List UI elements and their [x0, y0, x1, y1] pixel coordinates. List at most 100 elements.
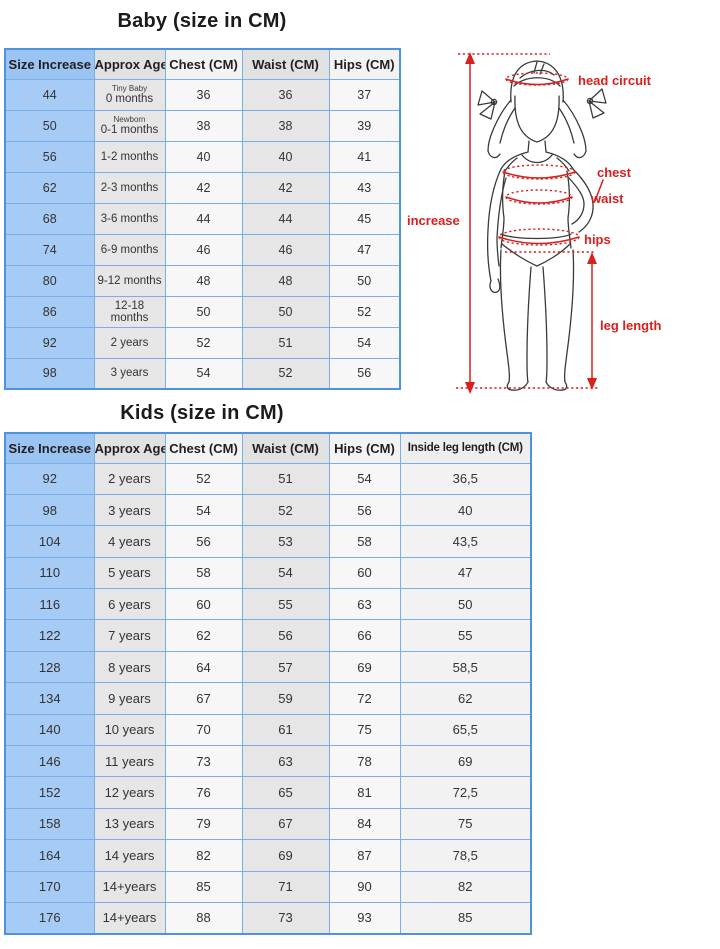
waist-cell: 56: [241, 619, 330, 652]
increase-label: increase: [407, 213, 460, 228]
inside-leg-length-cell: 50: [399, 588, 532, 621]
header-hips: Hips (CM): [328, 48, 401, 80]
approx-age-cell: 3-6 months: [93, 202, 166, 235]
approx-age-cell: 10 years: [93, 713, 166, 747]
size-increase-cell: 92: [4, 326, 95, 359]
size-increase-cell: 68: [4, 202, 95, 235]
approx-age-cell: 2 years: [93, 326, 166, 359]
header-chest: Chest (CM): [164, 432, 243, 464]
chest-measure-ellipse: [502, 164, 576, 180]
inside-leg-length-cell: 55: [399, 619, 532, 652]
table-row: 44 Tiny Baby 0 months 36 36 37: [4, 78, 401, 111]
chest-cell: 67: [164, 682, 243, 715]
age-sublabel: Tiny Baby: [111, 83, 148, 93]
hips-cell: 43: [328, 171, 401, 204]
hips-cell: 66: [328, 619, 401, 652]
hips-cell: 60: [328, 556, 401, 590]
size-increase-cell: 74: [4, 233, 95, 266]
chest-cell: 54: [164, 493, 243, 527]
hips-cell: 52: [328, 295, 401, 328]
child-figure-illustration: head circuit chest waist increase hips l…: [407, 52, 661, 394]
hips-cell: 69: [328, 650, 401, 684]
waist-cell: 67: [241, 807, 330, 841]
waist-measure-ellipse: [505, 189, 573, 205]
table-row: 176 14+years 88 73 93 85: [4, 901, 532, 935]
approx-age-cell: Newborn 0-1 months: [93, 109, 166, 142]
baby-table-header: Size Increase Approx Age Chest (CM) Waist (…: [4, 48, 401, 80]
size-increase-cell: 170: [4, 870, 95, 903]
table-row: 140 10 years 70 61 75 65,5: [4, 713, 532, 747]
chest-cell: 52: [164, 326, 243, 359]
waist-cell: 52: [241, 357, 330, 390]
size-increase-cell: 134: [4, 682, 95, 715]
table-row: 80 9-12 months 48 48 50: [4, 264, 401, 297]
chest-label: chest: [597, 165, 632, 180]
hips-cell: 84: [328, 807, 401, 841]
size-increase-cell: 128: [4, 650, 95, 684]
table-row: 74 6-9 months 46 46 47: [4, 233, 401, 266]
table-row: 104 4 years 56 53 58 43,5: [4, 525, 532, 558]
table-row: 158 13 years 79 67 84 75: [4, 807, 532, 841]
waist-cell: 71: [241, 870, 330, 903]
hips-cell: 56: [328, 357, 401, 390]
approx-age-cell: 9-12 months: [93, 264, 166, 297]
table-row: 56 1-2 months 40 40 41: [4, 140, 401, 173]
measurement-diagram: head circuit chest waist increase hips l…: [398, 38, 716, 403]
size-increase-cell: 62: [4, 171, 95, 204]
waist-cell: 57: [241, 650, 330, 684]
table-row: 134 9 years 67 59 72 62: [4, 682, 532, 715]
baby-table-body: 44 Tiny Baby 0 months 36 36 37 50 Newborn 0-1 mo…: [4, 78, 401, 390]
chest-cell: 40: [164, 140, 243, 173]
approx-age-cell: 13 years: [93, 807, 166, 841]
size-increase-cell: 56: [4, 140, 95, 173]
table-row: 92 2 years 52 51 54 36,5: [4, 462, 532, 495]
chest-cell: 36: [164, 78, 243, 111]
inside-leg-length-cell: 43,5: [399, 525, 532, 558]
approx-age-cell: 3 years: [93, 357, 166, 390]
inside-leg-length-cell: 85: [399, 901, 532, 935]
size-increase-cell: 80: [4, 264, 95, 297]
approx-age-cell: 2-3 months: [93, 171, 166, 204]
approx-age-cell: 14+years: [93, 870, 166, 903]
baby-table-title: Baby (size in CM): [117, 10, 287, 32]
table-row: 110 5 years 58 54 60 47: [4, 556, 532, 590]
chest-cell: 56: [164, 525, 243, 558]
approx-age-cell: 4 years: [93, 525, 166, 558]
waist-cell: 52: [241, 493, 330, 527]
size-increase-cell: 110: [4, 556, 95, 590]
leg-length-arrow-bottom: [587, 378, 597, 390]
kids-table-header: Size Increase Approx Age Chest (CM) Waist (…: [4, 432, 532, 464]
approx-age-cell: 14 years: [93, 839, 166, 872]
table-row: 116 6 years 60 55 63 50: [4, 588, 532, 621]
chest-cell: 62: [164, 619, 243, 652]
size-increase-cell: 86: [4, 295, 95, 328]
waist-cell: 38: [241, 109, 330, 142]
chest-cell: 42: [164, 171, 243, 204]
waist-cell: 69: [241, 839, 330, 872]
hips-cell: 41: [328, 140, 401, 173]
approx-age-cell: Tiny Baby 0 months: [93, 78, 166, 111]
approx-age-cell: 6-9 months: [93, 233, 166, 266]
inside-leg-length-cell: 72,5: [399, 776, 532, 809]
inside-leg-length-cell: 75: [399, 807, 532, 841]
increase-arrow-bottom: [465, 382, 475, 394]
waist-cell: 73: [241, 901, 330, 935]
waist-cell: 42: [241, 171, 330, 204]
waist-cell: 46: [241, 233, 330, 266]
chest-cell: 82: [164, 839, 243, 872]
waist-cell: 36: [241, 78, 330, 111]
waist-cell: 50: [241, 295, 330, 328]
waist-cell: 55: [241, 588, 330, 621]
hips-cell: 93: [328, 901, 401, 935]
waist-cell: 40: [241, 140, 330, 173]
size-increase-cell: 98: [4, 357, 95, 390]
table-row: 146 11 years 73 63 78 69: [4, 745, 532, 778]
inside-leg-length-cell: 47: [399, 556, 532, 590]
table-row: 152 12 years 76 65 81 72,5: [4, 776, 532, 809]
approx-age-cell: 5 years: [93, 556, 166, 590]
age-sublabel: Newborn: [113, 114, 146, 124]
hips-cell: 47: [328, 233, 401, 266]
header-approx-age: Approx Age: [93, 432, 166, 464]
waist-cell: 51: [241, 462, 330, 495]
kids-table-body: 92 2 years 52 51 54 36,5 98 3 years 54 52 56 40 104 4…: [4, 462, 532, 935]
